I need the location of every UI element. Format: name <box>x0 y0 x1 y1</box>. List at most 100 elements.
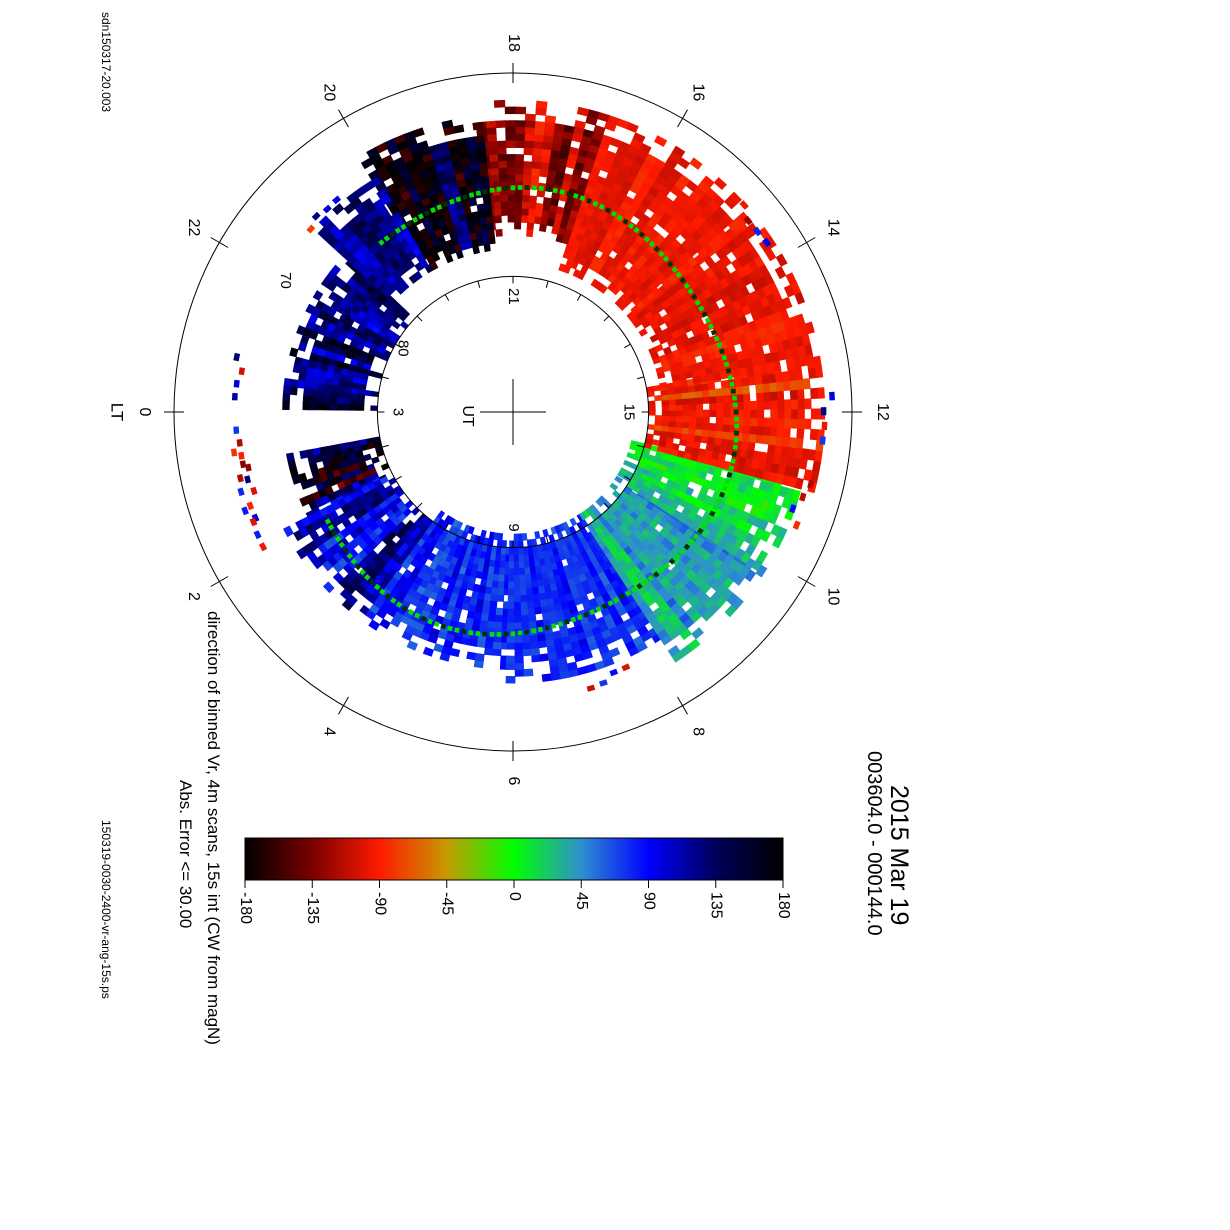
colorbar-tick-label: 135 <box>708 892 725 919</box>
data-cell <box>693 434 702 443</box>
data-cell <box>721 430 730 440</box>
data-cell <box>406 640 418 651</box>
data-cell <box>514 215 522 223</box>
data-cell <box>490 174 500 183</box>
data-cell <box>761 434 770 445</box>
data-cell <box>514 655 524 664</box>
lt-tick-label: 20 <box>320 84 337 102</box>
data-cell <box>701 389 710 398</box>
data-cell <box>623 459 632 468</box>
file-id-top: sdn150317-20.003 <box>99 12 113 112</box>
data-cell <box>497 154 507 162</box>
boundary-trace <box>475 630 481 637</box>
data-cell <box>609 668 619 677</box>
data-cell <box>788 379 798 391</box>
data-cell <box>497 587 505 596</box>
data-cell <box>796 428 805 440</box>
data-cell <box>253 530 262 540</box>
data-cell <box>506 655 516 664</box>
data-cell <box>505 154 516 162</box>
boundary-trace <box>551 623 557 629</box>
data-cell <box>681 391 690 400</box>
data-cell <box>653 424 662 432</box>
data-cell <box>541 673 553 682</box>
lt-tick <box>677 109 688 128</box>
boundary-trace <box>462 194 468 200</box>
data-cell <box>501 540 507 548</box>
data-cell <box>799 492 807 502</box>
data-cell <box>499 560 506 569</box>
data-cell <box>524 133 535 142</box>
boundary-trace <box>730 388 736 394</box>
lt-tick-label: 6 <box>505 777 522 786</box>
data-cell <box>689 157 703 170</box>
data-cell <box>648 410 656 416</box>
data-cell <box>505 126 516 135</box>
data-cell <box>539 653 550 662</box>
data-cell <box>477 162 488 171</box>
data-cell <box>485 579 494 588</box>
boundary-trace <box>552 187 558 194</box>
data-cell <box>790 398 799 410</box>
data-cell <box>674 421 683 428</box>
data-cell <box>749 409 758 419</box>
data-cell <box>769 426 778 437</box>
data-cell <box>790 408 799 420</box>
data-cell <box>754 375 763 385</box>
data-cell <box>492 201 502 210</box>
data-cell <box>526 222 535 231</box>
data-cell <box>715 395 724 404</box>
data-cell <box>494 215 502 224</box>
data-cell <box>524 573 532 582</box>
data-cell <box>807 367 817 379</box>
data-cell <box>721 387 730 396</box>
data-cell <box>528 195 538 204</box>
data-cell <box>739 200 749 210</box>
data-cell <box>479 619 489 628</box>
data-cell <box>492 641 502 650</box>
data-cell <box>290 378 299 388</box>
data-cell <box>476 148 487 158</box>
data-cell <box>803 398 812 410</box>
data-cell <box>337 385 346 394</box>
data-cell <box>667 644 681 657</box>
data-cell <box>527 208 536 217</box>
lt-tick <box>210 237 229 248</box>
data-cell <box>648 405 656 411</box>
data-cell <box>534 209 543 218</box>
data-cell <box>363 453 372 462</box>
data-cell <box>531 161 541 170</box>
data-cell <box>534 606 543 615</box>
data-cell <box>749 417 758 427</box>
data-cell <box>505 133 516 142</box>
data-cell <box>742 401 751 410</box>
data-cell <box>523 140 534 149</box>
data-cell <box>518 560 526 569</box>
boundary-trace <box>517 630 523 636</box>
data-cell <box>702 409 710 417</box>
data-cell <box>514 120 526 128</box>
lt-axis-label: LT <box>108 403 127 422</box>
ut-tick <box>545 536 549 544</box>
data-cell <box>350 398 358 406</box>
data-cell <box>796 388 805 400</box>
lt-tick <box>338 696 349 715</box>
lt-tick-label: 16 <box>689 84 706 102</box>
data-cell <box>524 120 536 129</box>
data-cell <box>514 669 525 677</box>
data-cell <box>322 403 331 411</box>
data-cell <box>483 647 494 656</box>
data-cell <box>776 408 785 419</box>
data-cell <box>681 421 690 429</box>
data-cell <box>525 580 533 589</box>
data-cell <box>520 215 529 224</box>
data-cell <box>694 390 703 398</box>
ut-tick <box>576 294 582 301</box>
data-cell <box>514 662 525 670</box>
data-cell <box>720 379 729 389</box>
data-cell <box>495 614 504 623</box>
data-cell <box>322 204 332 214</box>
data-cell <box>674 398 683 406</box>
lt-tick-label: 12 <box>874 403 891 421</box>
